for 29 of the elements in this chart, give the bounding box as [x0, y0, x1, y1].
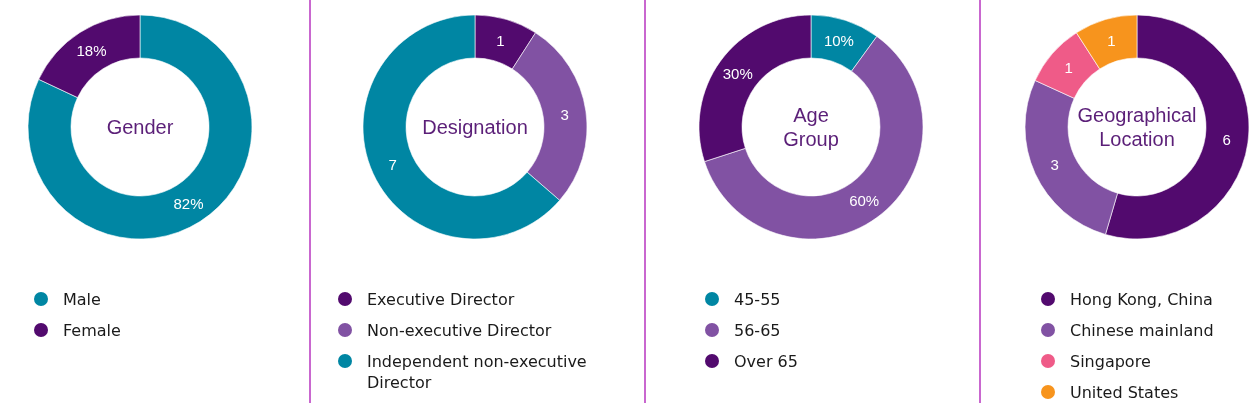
- legend-label: Chinese mainland: [1070, 320, 1214, 341]
- legend-label: United States: [1070, 382, 1179, 403]
- data-label: 60%: [849, 191, 880, 209]
- data-label: 30%: [722, 65, 753, 83]
- legend-label: 56-65: [734, 320, 781, 341]
- data-label: 7: [388, 156, 397, 174]
- data-label: 3: [1050, 156, 1059, 174]
- legend-label: Executive Director: [367, 289, 515, 310]
- data-label: 82%: [173, 194, 204, 212]
- legend-label: Hong Kong, China: [1070, 289, 1213, 310]
- legend-label: Male: [63, 289, 101, 310]
- data-label: 1: [1107, 31, 1116, 49]
- legend-label: Independent non-executive Director: [367, 351, 588, 393]
- legend-label: Non-executive Director: [367, 320, 552, 341]
- data-label: 18%: [76, 42, 107, 60]
- text: Gender: [106, 115, 174, 139]
- data-label: 6: [1222, 131, 1231, 149]
- data-label: 1: [496, 31, 505, 49]
- legend-label: Singapore: [1070, 351, 1151, 372]
- text: Age Group: [783, 103, 839, 151]
- text: Designation: [422, 115, 528, 139]
- legend-label: Over 65: [734, 351, 798, 372]
- data-label: 3: [560, 105, 569, 123]
- legend-label: Female: [63, 320, 121, 341]
- legend-label: 45-55: [734, 289, 781, 310]
- text: Geographical Location: [1077, 103, 1197, 151]
- donut-slice: [27, 14, 253, 240]
- data-label: 10%: [823, 32, 854, 50]
- data-label: 1: [1064, 59, 1073, 77]
